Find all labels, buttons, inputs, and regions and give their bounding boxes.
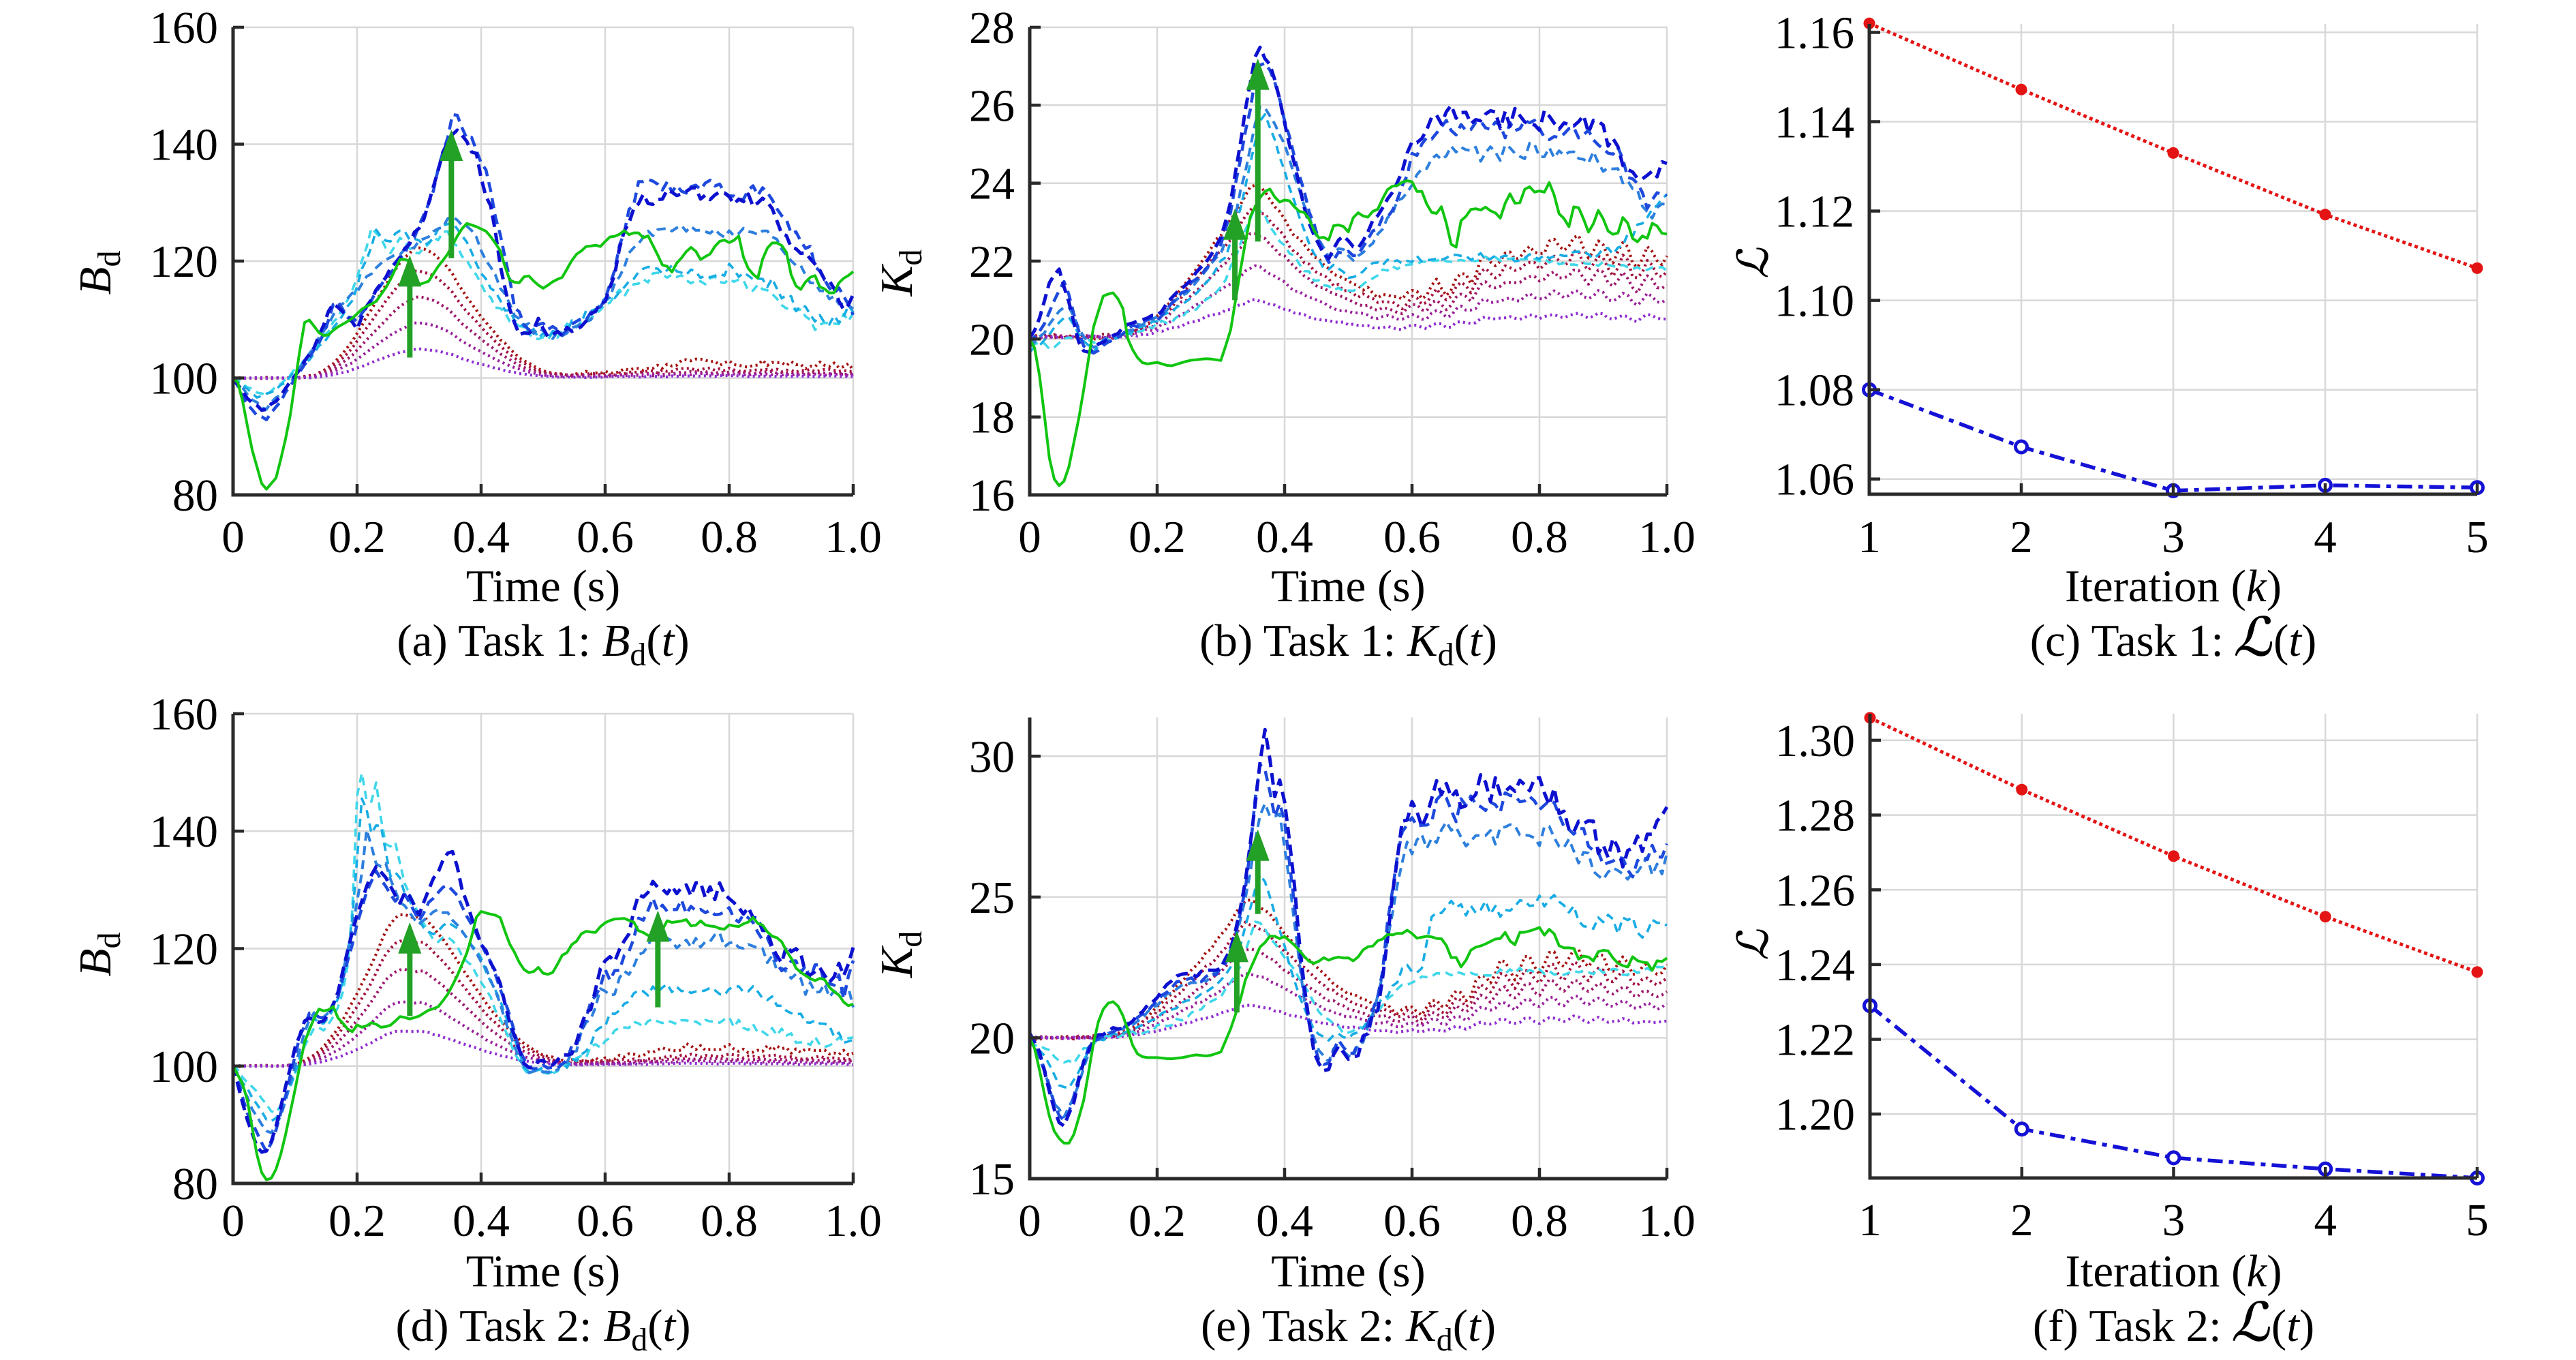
svg-text:0.6: 0.6: [1383, 512, 1441, 562]
svg-text:(b) Task 1: Kd(t): (b) Task 1: Kd(t): [1199, 616, 1497, 673]
svg-text:15: 15: [969, 1154, 1015, 1205]
svg-text:80: 80: [172, 470, 218, 521]
svg-text:3: 3: [2162, 1195, 2186, 1245]
svg-text:Bd: Bd: [70, 251, 127, 295]
svg-text:0.6: 0.6: [577, 512, 634, 562]
svg-text:28: 28: [969, 3, 1015, 53]
svg-text:Iteration (k): Iteration (k): [2065, 1246, 2282, 1297]
svg-text:1: 1: [1858, 512, 1881, 562]
svg-text:0.8: 0.8: [701, 1196, 758, 1246]
svg-text:0.6: 0.6: [577, 1196, 634, 1246]
svg-text:140: 140: [150, 806, 219, 857]
svg-text:30: 30: [969, 731, 1015, 782]
svg-text:0.2: 0.2: [1129, 512, 1186, 562]
svg-text:1.24: 1.24: [1775, 940, 1855, 991]
svg-text:(f) Task 2:: (f) Task 2:: [2033, 1301, 2222, 1351]
svg-text:Kd: Kd: [872, 250, 929, 297]
svg-text:1.16: 1.16: [1775, 8, 1854, 59]
svg-text:24: 24: [969, 159, 1015, 209]
svg-text:1.30: 1.30: [1775, 716, 1855, 766]
svg-text:5: 5: [2466, 512, 2489, 562]
svg-text:16: 16: [969, 470, 1015, 521]
svg-text:0.8: 0.8: [1511, 512, 1568, 562]
svg-text:100: 100: [150, 354, 219, 404]
svg-text:Time (s): Time (s): [466, 561, 621, 611]
svg-text:25: 25: [969, 873, 1015, 923]
svg-text:1: 1: [1858, 1195, 1882, 1245]
svg-text:0.6: 0.6: [1383, 1196, 1441, 1246]
svg-text:1.14: 1.14: [1775, 97, 1854, 148]
svg-text:1.0: 1.0: [1638, 512, 1696, 562]
svg-text:0: 0: [221, 1196, 245, 1246]
svg-text:0.2: 0.2: [1129, 1196, 1186, 1246]
svg-text:18: 18: [969, 393, 1015, 443]
svg-text:Iteration (k): Iteration (k): [2065, 561, 2282, 611]
svg-text:2: 2: [2010, 512, 2033, 562]
svg-text:0.8: 0.8: [701, 512, 758, 562]
svg-text:5: 5: [2466, 1195, 2489, 1245]
svg-text:0: 0: [221, 512, 245, 562]
svg-text:0: 0: [1018, 1196, 1041, 1246]
svg-text:120: 120: [150, 237, 219, 287]
svg-text:1.0: 1.0: [825, 1196, 882, 1246]
svg-text:1.22: 1.22: [1775, 1015, 1855, 1066]
svg-text:26: 26: [969, 80, 1015, 131]
svg-text:20: 20: [969, 314, 1015, 365]
svg-text:160: 160: [150, 3, 219, 53]
svg-text:1.12: 1.12: [1775, 187, 1854, 237]
svg-text:140: 140: [150, 120, 219, 170]
svg-text:2: 2: [2010, 1195, 2034, 1245]
svg-text:1.0: 1.0: [825, 512, 882, 562]
svg-text:0.2: 0.2: [328, 1196, 386, 1246]
svg-text:4: 4: [2314, 512, 2337, 562]
svg-text:22: 22: [969, 237, 1015, 287]
svg-text:0.8: 0.8: [1511, 1196, 1568, 1246]
svg-text:1.0: 1.0: [1638, 1196, 1696, 1246]
svg-text:120: 120: [150, 924, 219, 975]
svg-text:80: 80: [172, 1159, 218, 1209]
svg-text:1.06: 1.06: [1775, 455, 1854, 505]
svg-text:Time (s): Time (s): [466, 1246, 621, 1297]
svg-text:1.10: 1.10: [1775, 276, 1854, 327]
svg-text:Time (s): Time (s): [1271, 1246, 1426, 1297]
svg-text:0.4: 0.4: [1256, 512, 1313, 562]
svg-text:1.08: 1.08: [1775, 365, 1854, 416]
svg-text:1.20: 1.20: [1775, 1089, 1855, 1140]
svg-text:(t): (t): [2273, 616, 2316, 666]
svg-text:1.26: 1.26: [1775, 865, 1855, 916]
svg-text:0.4: 0.4: [1256, 1196, 1313, 1246]
svg-text:1.28: 1.28: [1775, 791, 1855, 841]
svg-text:Bd: Bd: [70, 933, 127, 977]
svg-text:4: 4: [2314, 1195, 2337, 1245]
svg-text:100: 100: [150, 1042, 219, 1092]
svg-text:(c) Task 1:: (c) Task 1:: [2030, 616, 2224, 666]
svg-text:20: 20: [969, 1013, 1015, 1063]
svg-text:160: 160: [150, 689, 219, 740]
svg-text:0.4: 0.4: [453, 1196, 510, 1246]
svg-text:3: 3: [2162, 512, 2185, 562]
svg-text:(d) Task 2: Bd(t): (d) Task 2: Bd(t): [395, 1301, 690, 1357]
svg-text:0.2: 0.2: [328, 512, 386, 562]
svg-text:Time (s): Time (s): [1271, 561, 1426, 611]
svg-text:Kd: Kd: [872, 931, 929, 979]
svg-text:0: 0: [1018, 512, 1041, 562]
svg-text:(t): (t): [2271, 1301, 2314, 1351]
svg-text:0.4: 0.4: [453, 512, 510, 562]
